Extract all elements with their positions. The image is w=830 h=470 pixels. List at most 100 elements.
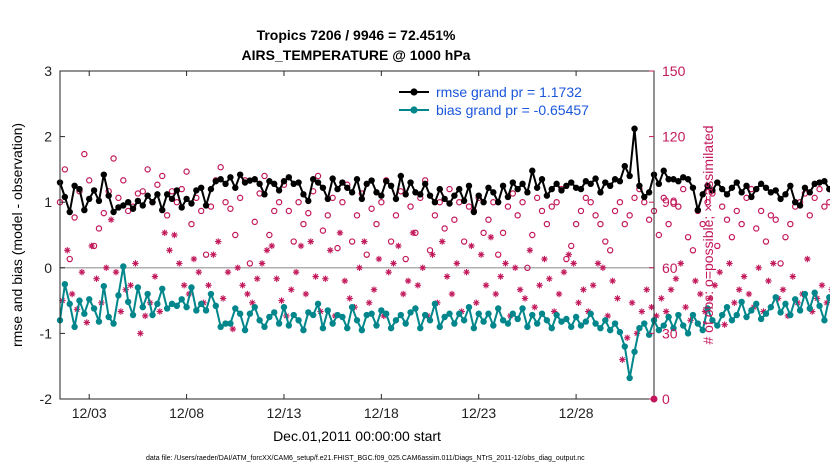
rmse-point bbox=[563, 182, 570, 189]
obs-possible-point bbox=[431, 212, 439, 219]
rmse-point bbox=[436, 185, 443, 193]
bias-point bbox=[485, 310, 492, 317]
bias-point bbox=[334, 311, 341, 319]
bias-point bbox=[339, 313, 346, 321]
rmse-point bbox=[441, 195, 448, 203]
obs-assimilated-point bbox=[502, 260, 509, 267]
obs-possible-point bbox=[519, 198, 526, 206]
bias-point bbox=[767, 303, 775, 311]
obs-assimilated-point bbox=[219, 295, 227, 302]
obs-assimilated-point bbox=[419, 264, 426, 271]
obs-possible-point bbox=[460, 238, 468, 245]
obs-assimilated-point bbox=[375, 255, 383, 263]
bias-point bbox=[309, 311, 317, 319]
obs-assimilated-point bbox=[497, 273, 504, 280]
bias-point bbox=[665, 313, 672, 321]
rmse-point bbox=[767, 189, 775, 196]
obs-assimilated-point bbox=[658, 295, 665, 302]
rmse-point bbox=[519, 180, 526, 188]
rmse-point bbox=[704, 182, 711, 189]
bias-point bbox=[543, 317, 551, 324]
bias-point bbox=[66, 300, 73, 308]
bias-point bbox=[305, 309, 312, 316]
bias-point bbox=[494, 305, 502, 312]
obs-assimilated-point bbox=[341, 277, 349, 285]
obs-assimilated-point bbox=[307, 238, 314, 245]
obs-assimilated-point bbox=[234, 264, 241, 271]
bias-point bbox=[826, 294, 830, 301]
obs-assimilated-point bbox=[589, 282, 597, 289]
obs-possible-point bbox=[144, 166, 151, 173]
rmse-point bbox=[324, 195, 331, 203]
obs-possible-point bbox=[529, 231, 536, 239]
bias-point bbox=[723, 303, 731, 311]
x-tick-label: 12/03 bbox=[72, 405, 107, 421]
rmse-point bbox=[407, 179, 414, 186]
obs-possible-point bbox=[66, 255, 73, 263]
obs-possible-point bbox=[568, 242, 575, 250]
obs-assimilated-point bbox=[210, 251, 217, 258]
obs-possible-point bbox=[753, 225, 760, 232]
right-tick-label: 120 bbox=[662, 129, 686, 145]
bias-point bbox=[641, 320, 648, 327]
bias-point bbox=[319, 324, 327, 332]
obs-possible-point bbox=[572, 220, 580, 228]
rmse-point bbox=[636, 182, 643, 189]
bias-point bbox=[670, 324, 677, 332]
bias-point bbox=[728, 317, 736, 324]
chart-title-line2: AIRS_TEMPERATURE @ 1000 hPa bbox=[242, 47, 471, 63]
bias-point bbox=[558, 318, 565, 325]
bias-point bbox=[295, 317, 302, 324]
obs-possible-point bbox=[378, 198, 385, 206]
bias-point bbox=[709, 317, 716, 324]
obs-assimilated-point bbox=[439, 238, 446, 245]
rmse-point bbox=[582, 178, 590, 185]
bias-point bbox=[188, 284, 195, 291]
obs-possible-point bbox=[392, 212, 400, 219]
obs-assimilated-point bbox=[692, 277, 699, 285]
rmse-point bbox=[402, 191, 409, 198]
rmse-point bbox=[222, 180, 229, 188]
bias-point bbox=[202, 307, 210, 314]
right-axis-ticks: 0 30 60 90 120 150 bbox=[649, 63, 686, 407]
rmse-point bbox=[465, 182, 473, 189]
rmse-point bbox=[587, 180, 594, 188]
obs-possible-point bbox=[680, 185, 687, 193]
rmse-point bbox=[295, 179, 302, 186]
obs-possible-point bbox=[202, 251, 210, 258]
rmse-point bbox=[256, 180, 263, 188]
bias-point bbox=[616, 328, 624, 336]
obs-possible-point bbox=[271, 207, 278, 215]
obs-possible-point bbox=[110, 155, 117, 162]
rmse-point bbox=[709, 187, 716, 194]
obs-possible-point bbox=[236, 194, 244, 202]
bias-point bbox=[533, 320, 541, 327]
bias-point bbox=[392, 317, 400, 324]
rmse-point bbox=[197, 184, 205, 191]
obs-possible-point bbox=[553, 198, 560, 206]
obs-assimilated-point bbox=[180, 282, 188, 289]
rmse-point bbox=[417, 191, 424, 198]
bias-point bbox=[631, 348, 638, 355]
obs-possible-point bbox=[704, 198, 711, 206]
bias-point bbox=[266, 313, 273, 321]
obs-possible-point bbox=[582, 194, 590, 202]
obs-assimilated-point bbox=[604, 312, 611, 320]
obs-possible-point bbox=[675, 203, 682, 210]
obs-possible-point bbox=[188, 220, 195, 228]
obs-possible-point bbox=[826, 199, 830, 206]
bias-point bbox=[76, 297, 83, 304]
obs-assimilated-point bbox=[336, 229, 344, 237]
obs-possible-point bbox=[592, 212, 599, 219]
legend-rmse-marker bbox=[410, 88, 418, 96]
rmse-point bbox=[748, 193, 755, 201]
bias-point bbox=[373, 322, 380, 329]
obs-possible-point bbox=[718, 203, 726, 210]
right-axis-origin-marker bbox=[650, 395, 658, 403]
obs-possible-point bbox=[480, 229, 487, 237]
bias-point bbox=[538, 310, 546, 317]
x-tick-label: 12/13 bbox=[266, 405, 301, 421]
obs-assimilated-point bbox=[765, 277, 772, 285]
rmse-point bbox=[246, 177, 254, 184]
bias-point bbox=[363, 311, 370, 319]
